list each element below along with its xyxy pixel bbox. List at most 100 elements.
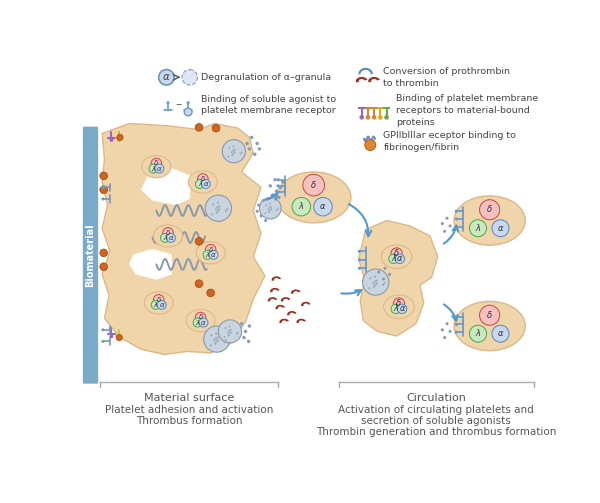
Text: λ: λ [151,165,155,172]
Text: λ: λ [154,302,158,308]
Polygon shape [129,249,172,280]
Circle shape [256,142,259,145]
Text: λ: λ [391,255,396,263]
Circle shape [247,340,250,343]
Ellipse shape [383,295,414,318]
Polygon shape [275,305,285,309]
Circle shape [359,115,364,120]
Circle shape [314,197,332,216]
Polygon shape [281,297,290,302]
Text: secretion of soluble agonists: secretion of soluble agonists [361,416,511,426]
Circle shape [441,328,444,331]
Circle shape [214,339,215,341]
Text: λ: λ [394,304,398,313]
Circle shape [117,336,121,340]
Circle shape [217,210,218,212]
Circle shape [382,284,384,286]
Circle shape [269,203,271,205]
Circle shape [187,101,190,104]
Text: α: α [169,235,173,241]
Circle shape [163,227,173,238]
Circle shape [372,282,374,284]
Circle shape [155,164,164,173]
Circle shape [374,280,376,282]
Circle shape [382,278,385,281]
Circle shape [270,209,272,210]
Circle shape [443,230,446,233]
Circle shape [368,287,371,289]
Circle shape [292,197,311,216]
Circle shape [277,184,280,188]
Circle shape [270,208,272,210]
Circle shape [233,151,235,153]
Ellipse shape [154,225,182,247]
Circle shape [205,244,216,255]
Circle shape [377,271,380,274]
Circle shape [259,197,281,219]
Circle shape [195,237,203,245]
Circle shape [100,263,107,271]
Text: –: – [176,99,182,112]
Text: λ: λ [198,181,202,187]
Circle shape [362,269,389,295]
Circle shape [166,101,170,104]
Ellipse shape [144,292,173,314]
Circle shape [195,280,203,288]
Circle shape [236,333,238,335]
Circle shape [166,233,175,242]
Circle shape [227,331,229,333]
Circle shape [479,200,500,220]
Circle shape [224,327,226,329]
Circle shape [277,178,280,181]
Circle shape [205,195,232,221]
Text: δ: δ [487,311,492,320]
Circle shape [271,194,274,197]
Text: α: α [163,72,170,82]
Circle shape [281,181,284,184]
Circle shape [217,202,219,204]
Circle shape [185,73,188,75]
Circle shape [262,199,265,202]
Circle shape [116,334,122,341]
Circle shape [195,312,206,323]
Circle shape [269,210,271,212]
Circle shape [233,151,236,153]
Circle shape [388,273,391,276]
Text: δ: δ [154,160,158,166]
Circle shape [237,331,239,333]
Circle shape [232,153,234,155]
Text: δ: δ [397,299,401,308]
Circle shape [227,334,230,337]
Text: Thrombus formation: Thrombus formation [136,416,242,426]
Circle shape [212,124,220,132]
Circle shape [217,206,218,208]
Circle shape [216,212,218,214]
Circle shape [117,134,123,140]
Circle shape [226,208,228,210]
Text: α: α [203,181,208,187]
Text: α: α [498,329,503,338]
Text: Activation of circulating platelets and: Activation of circulating platelets and [338,405,534,415]
Text: α: α [211,252,216,258]
Circle shape [100,172,107,180]
Circle shape [242,336,245,339]
Circle shape [230,332,232,333]
Ellipse shape [142,155,171,178]
Circle shape [195,124,203,131]
Circle shape [154,295,164,305]
Circle shape [191,79,194,82]
Circle shape [394,298,404,309]
Circle shape [209,250,218,259]
Circle shape [455,217,458,220]
Polygon shape [102,124,265,355]
Circle shape [225,210,227,212]
Circle shape [449,330,452,333]
Circle shape [374,276,376,278]
Text: Binding of soluble agonist to
platelet membrane receptor: Binding of soluble agonist to platelet m… [202,95,337,115]
Circle shape [218,205,220,208]
Circle shape [273,178,277,182]
Circle shape [277,208,278,210]
Circle shape [231,151,233,153]
Text: λ: λ [196,319,200,325]
Circle shape [391,248,402,259]
